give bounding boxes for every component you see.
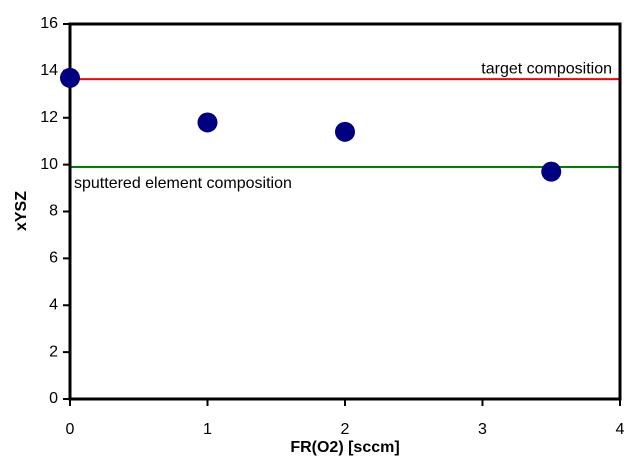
marker — [335, 121, 355, 142]
y-tick-label: 0 — [49, 390, 58, 407]
x-tick-label: 4 — [616, 421, 625, 438]
y-tick-label: 4 — [49, 296, 58, 313]
y-tick-label: 16 — [40, 15, 58, 32]
y-tick-label: 2 — [49, 343, 58, 360]
y-tick-label: 14 — [40, 62, 58, 79]
marker — [197, 112, 218, 133]
marker — [60, 67, 80, 88]
x-tick-label: 0 — [66, 421, 75, 438]
x-tick-label: 3 — [478, 421, 487, 438]
plot-frame — [68, 22, 622, 401]
reference-label: target composition — [481, 60, 612, 77]
y-tick-label: 6 — [49, 250, 58, 267]
x-tick-label: 2 — [341, 421, 350, 438]
marker — [541, 161, 562, 182]
y-tick-label: 10 — [40, 156, 58, 173]
y-axis-label: xYSZ — [13, 191, 30, 231]
x-tick-label: 1 — [203, 421, 212, 438]
x-axis-label: FR(O2) [sccm] — [290, 439, 399, 456]
y-tick-label: 12 — [40, 109, 58, 126]
y-tick-label: 8 — [49, 203, 58, 220]
reference-label: sputtered element composition — [74, 175, 292, 192]
